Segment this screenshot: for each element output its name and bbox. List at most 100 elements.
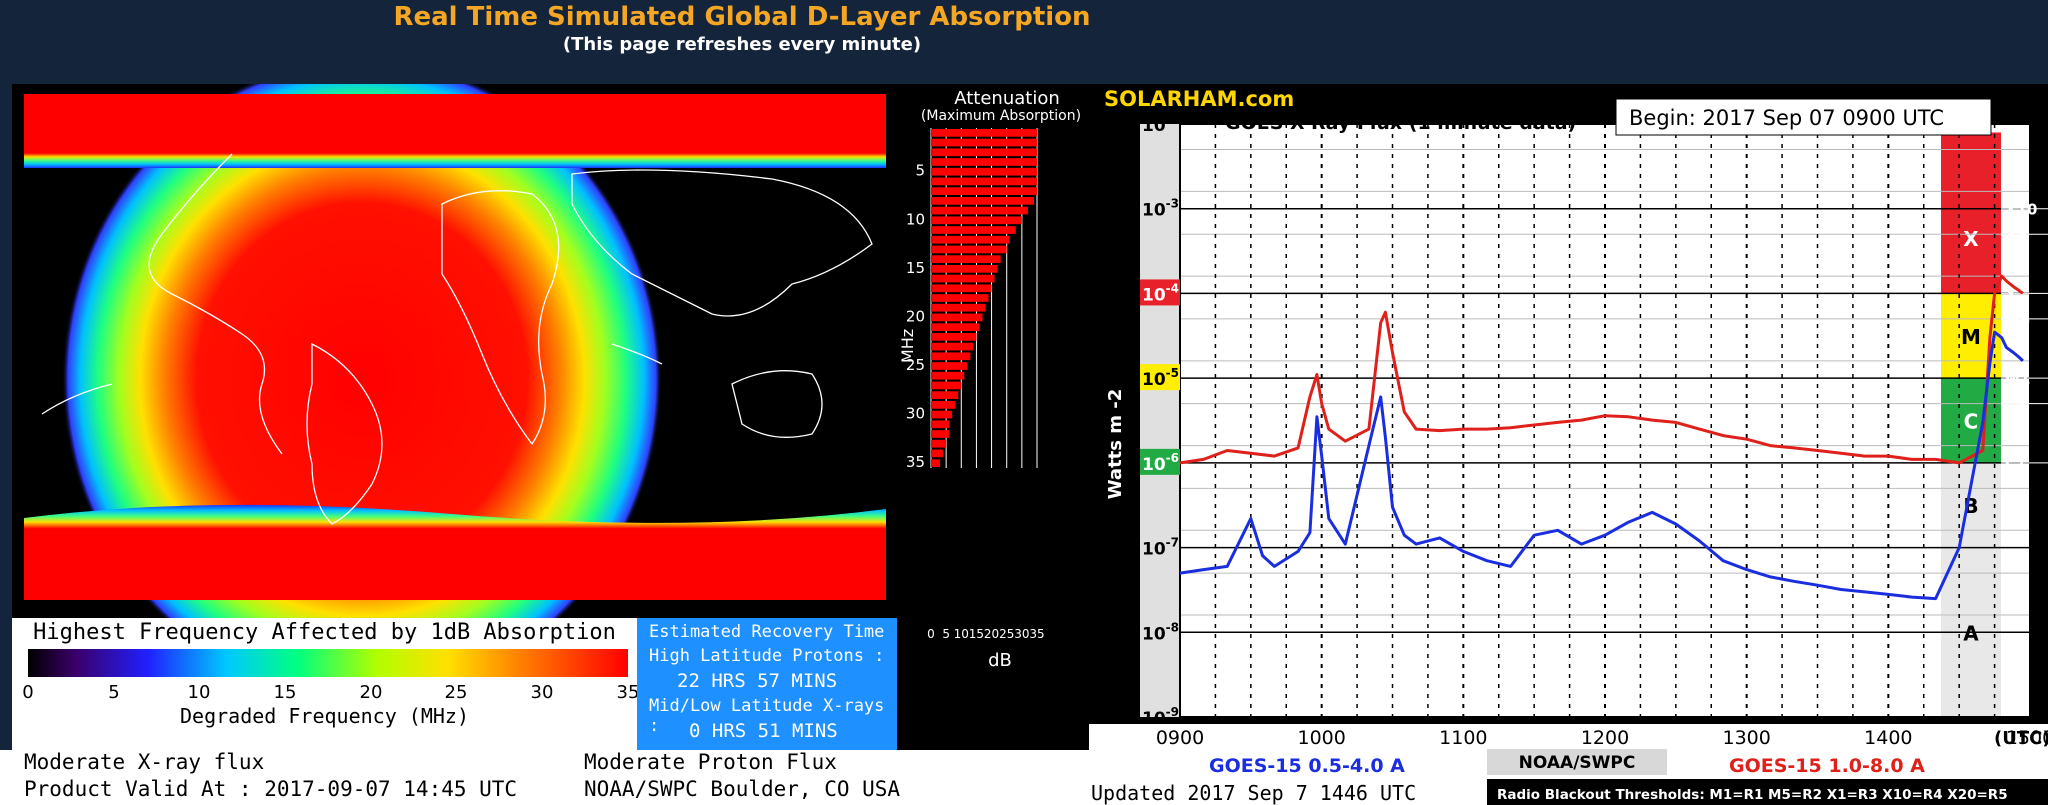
attenuation-x-tick: 0 <box>927 627 935 641</box>
threshold-label: X10 <box>2005 201 2037 219</box>
y-tick-box <box>1140 364 1180 391</box>
attenuation-bar <box>931 420 950 429</box>
attenuation-bar <box>931 362 968 370</box>
attenuation-x-tick: 5 <box>942 627 950 641</box>
attenuation-bar <box>931 284 992 293</box>
y-tick-exponent: -2 <box>1166 112 1179 126</box>
attenuation-chart: Attenuation (Maximum Absorption) MHz dB … <box>898 88 1081 671</box>
attenuation-bar <box>931 342 974 351</box>
colorbar-tick: 5 <box>108 682 120 703</box>
attenuation-bar <box>931 206 1028 215</box>
attenuation-y-tick: 5 <box>915 162 925 180</box>
attenuation-bar <box>931 138 1037 147</box>
attenuation-x-tick: 10 <box>954 627 969 641</box>
attenuation-x-tick: 35 <box>1029 627 1044 641</box>
page-subtitle: (This page refreshes every minute) <box>562 34 922 55</box>
y-axis-strip <box>1140 124 1180 717</box>
y-tick-exponent: -6 <box>1166 451 1179 465</box>
colorbar-tick: 10 <box>187 682 211 703</box>
attenuation-bar <box>931 294 989 302</box>
x-tick-label: 1200 <box>1581 727 1629 749</box>
attenuation-bar <box>931 303 986 312</box>
attenuation-bar <box>931 381 962 390</box>
y-tick-exponent: -3 <box>1166 197 1179 211</box>
attenuation-bar <box>931 459 941 467</box>
attenuation-bar <box>931 410 953 419</box>
solarham-brand: SOLARHAM.com <box>1104 87 1294 111</box>
y-tick-label: 10-3 <box>1142 197 1179 221</box>
recovery-heading: Estimated Recovery Time <box>649 622 885 642</box>
data-source: NOAA/SWPC Boulder, CO USA <box>584 777 901 801</box>
plot-frame <box>1179 123 2031 718</box>
coastlines <box>41 153 873 525</box>
colorbar-tick: 15 <box>273 682 297 703</box>
product-valid-time: Product Valid At : 2017-09-07 14:45 UTC <box>24 777 518 801</box>
attenuation-bar <box>931 401 956 409</box>
y-tick-exponent: -8 <box>1166 620 1179 634</box>
threshold-label: X5 <box>2005 226 2027 244</box>
x-tick-label: 1100 <box>1439 727 1487 749</box>
attenuation-bar <box>931 158 1037 166</box>
attenuation-bar <box>931 333 977 341</box>
attenuation-bar <box>931 371 965 380</box>
recovery-low-label: Mid/Low Latitude X-rays : <box>649 696 885 736</box>
flare-class-band <box>1941 378 2001 463</box>
attenuation-bar <box>931 148 1037 157</box>
left-status-bar: Moderate X-ray flux Product Valid At : 2… <box>0 750 1089 805</box>
flare-class-band <box>1941 132 2001 294</box>
colorbar-tick: 25 <box>444 682 468 703</box>
x-axis-unit: (UTC) <box>1994 728 2048 749</box>
page-title: Real Time Simulated Global D-Layer Absor… <box>393 2 1091 32</box>
attenuation-y-tick: 25 <box>906 356 925 374</box>
attenuation-bar <box>931 449 944 458</box>
xray-status: Moderate X-ray flux <box>24 750 265 774</box>
attenuation-y-tick: 20 <box>906 307 925 325</box>
attenuation-title: Attenuation <box>954 88 1060 109</box>
attenuation-bar <box>931 265 998 273</box>
colorbar-tick: 0 <box>22 682 34 703</box>
attenuation-y-label: MHz <box>898 329 917 363</box>
attenuation-bar <box>931 245 1007 254</box>
attenuation-x-tick: 20 <box>984 627 999 641</box>
y-tick-exponent: -7 <box>1166 536 1179 550</box>
attenuation-bar <box>931 197 1034 205</box>
recovery-high-value: 22 HRS 57 MINS <box>677 670 838 692</box>
attenuation-bar <box>931 313 983 322</box>
threshold-label: M5 <box>2005 311 2030 329</box>
x-tick-label: 1500 <box>2006 727 2048 749</box>
x-tick-label: 1000 <box>1297 727 1345 749</box>
series-long-label: GOES-15 1.0-8.0 A <box>1729 755 1925 777</box>
attenuation-x-label: dB <box>988 650 1012 671</box>
attenuation-y-tick: 30 <box>906 405 925 423</box>
x-tick-label: 1400 <box>1864 727 1912 749</box>
radio-blackout-thresholds: Radio Blackout Thresholds: M1=R1 M5=R2 X… <box>1497 787 2008 803</box>
attenuation-bar <box>931 391 959 399</box>
threshold-label: C1 <box>2005 455 2026 473</box>
x-tick-label: 1300 <box>1722 727 1770 749</box>
recovery-high-label: High Latitude Protons : <box>649 646 885 666</box>
attenuation-x-tick: 30 <box>1014 627 1029 641</box>
attenuation-bar <box>931 235 1010 244</box>
attenuation-bar <box>931 187 1037 195</box>
attenuation-y-tick: 10 <box>906 210 925 228</box>
attenuation-subtitle: (Maximum Absorption) <box>921 108 1081 124</box>
y-tick-box <box>1140 279 1180 306</box>
attenuation-bar <box>931 439 947 448</box>
y-tick-box <box>1140 448 1180 475</box>
series-short-label: GOES-15 0.5-4.0 A <box>1209 755 1405 777</box>
colorbar <box>28 649 628 677</box>
attenuation-y-tick: 15 <box>906 259 925 277</box>
attenuation-y-tick: 35 <box>906 453 925 471</box>
flare-class-label: M <box>1961 325 1981 349</box>
flux-series-line <box>1179 330 2024 601</box>
attenuation-panel: Attenuation (Maximum Absorption) MHz dB … <box>897 84 1089 805</box>
attenuation-bar <box>931 129 1037 137</box>
absorption-map <box>12 84 897 618</box>
y-tick-exponent: -4 <box>1166 281 1179 295</box>
attenuation-bar <box>931 430 950 438</box>
attenuation-bar <box>931 226 1016 234</box>
legend-title: Highest Frequency Affected by 1dB Absorp… <box>33 620 616 645</box>
y-tick-exponent: -5 <box>1166 366 1179 380</box>
recovery-low-value: 0 HRS 51 MINS <box>689 720 838 742</box>
threshold-label: C5 <box>2005 396 2026 414</box>
